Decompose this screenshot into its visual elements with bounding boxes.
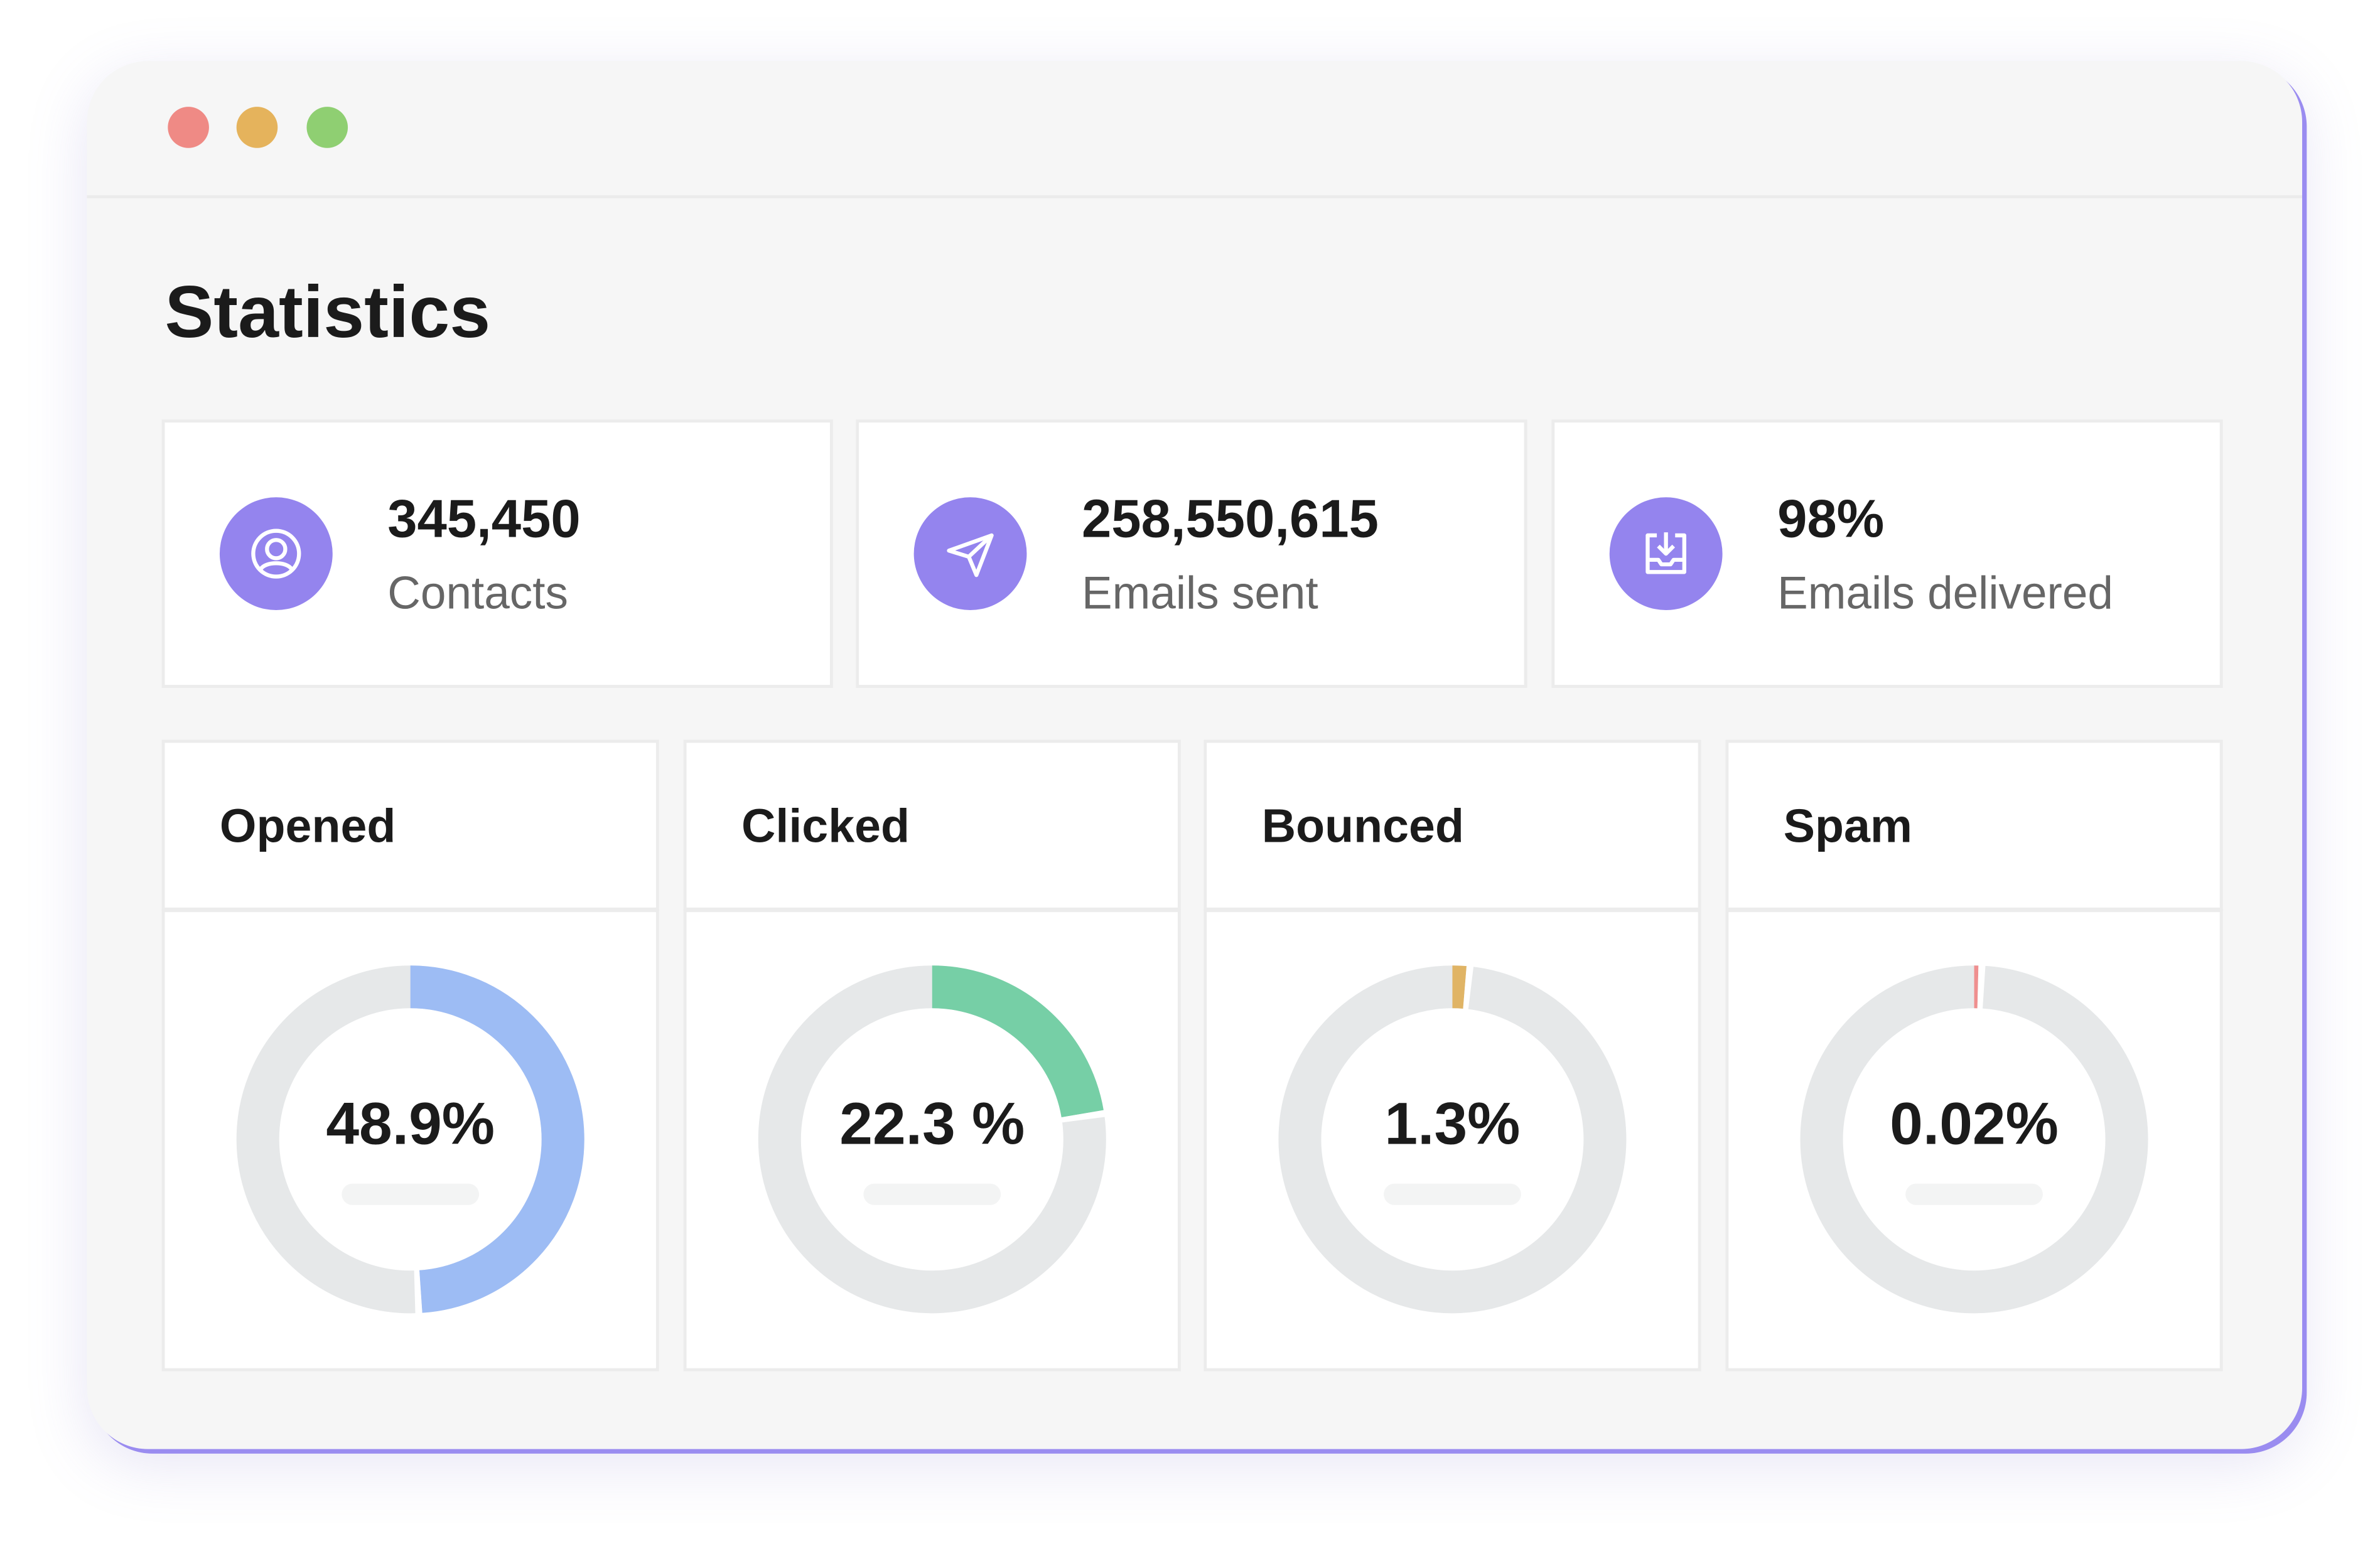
metric-header-bounced: Bounced — [1207, 743, 1698, 908]
placeholder-bar — [863, 1183, 1001, 1205]
donut-card-opened: 48.9% — [164, 912, 656, 1368]
donut-segment — [236, 965, 584, 1314]
donut-chart — [235, 963, 586, 1315]
contact-icon — [219, 497, 333, 611]
inbox-download-icon — [1609, 497, 1723, 611]
stat-value: 345,450 — [387, 490, 581, 549]
metric-header-spam: Spam — [1728, 743, 2220, 908]
donut-chart — [757, 963, 1108, 1315]
stat-label: Emails delivered — [1777, 569, 2113, 620]
donut-card-bounced: 1.3% — [1207, 912, 1698, 1368]
stat-value: 258,550,615 — [1081, 490, 1379, 549]
stat-card-emails-sent: 258,550,615 Emails sent — [859, 422, 1524, 685]
donut-card-clicked: 22.3 % — [686, 912, 1178, 1368]
minimize-button[interactable] — [236, 107, 278, 148]
metric-title: Spam — [1783, 799, 1912, 853]
page-title: Statistics — [164, 272, 491, 354]
donut-value-label: 1.3% — [1384, 1092, 1521, 1158]
metric-title: Bounced — [1261, 799, 1464, 853]
stat-card-contacts: 345,450 Contacts — [164, 422, 830, 685]
send-icon — [913, 497, 1027, 611]
donut-value-label: 48.9% — [326, 1092, 495, 1158]
stat-value: 98% — [1777, 490, 1885, 549]
stat-label: Contacts — [387, 569, 568, 620]
donut-segment — [1278, 965, 1627, 1314]
donut-segment — [758, 965, 1106, 1314]
maximize-button[interactable] — [306, 107, 348, 148]
donut-value-label: 22.3 % — [839, 1092, 1025, 1158]
donut-chart — [1799, 963, 2150, 1315]
placeholder-bar — [1905, 1183, 2043, 1205]
donut-segment — [1800, 965, 2148, 1314]
donut-value-label: 0.02% — [1890, 1092, 2059, 1158]
placeholder-bar — [1384, 1183, 1521, 1205]
close-button[interactable] — [168, 107, 209, 148]
donut-chart — [1276, 963, 1628, 1315]
placeholder-bar — [342, 1183, 480, 1205]
metric-title: Clicked — [741, 799, 910, 853]
metric-header-opened: Opened — [164, 743, 656, 908]
donut-card-spam: 0.02% — [1728, 912, 2220, 1368]
app-window: Statistics 345,450 Contacts 258,550,615 … — [87, 61, 2303, 1449]
metric-title: Opened — [219, 799, 396, 853]
metric-header-clicked: Clicked — [686, 743, 1178, 908]
title-bar — [87, 61, 2303, 198]
stat-label: Emails sent — [1081, 569, 1318, 620]
stat-card-emails-delivered: 98% Emails delivered — [1554, 422, 2220, 685]
